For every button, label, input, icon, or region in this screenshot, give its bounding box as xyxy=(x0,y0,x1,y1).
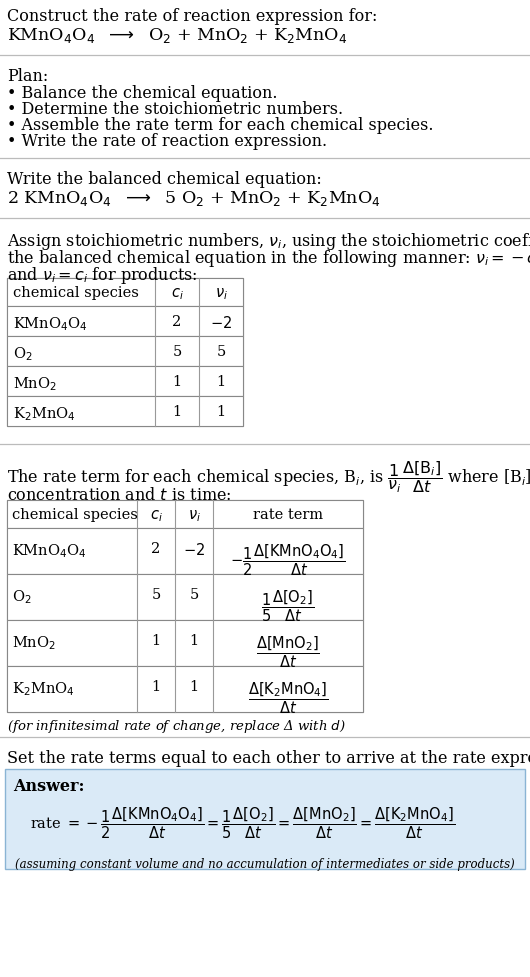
Text: rate $= -\dfrac{1}{2}\dfrac{\Delta[\mathrm{KMnO_4O_4}]}{\Delta t} = \dfrac{1}{5}: rate $= -\dfrac{1}{2}\dfrac{\Delta[\math… xyxy=(30,804,455,839)
Text: K$_2$MnO$_4$: K$_2$MnO$_4$ xyxy=(12,679,75,697)
Text: the balanced chemical equation in the following manner: $\nu_i = -c_i$ for react: the balanced chemical equation in the fo… xyxy=(7,248,530,269)
Bar xyxy=(7,666,363,712)
Text: 2 KMnO$_4$O$_4$  $\longrightarrow$  5 O$_2$ + MnO$_2$ + K$_2$MnO$_4$: 2 KMnO$_4$O$_4$ $\longrightarrow$ 5 O$_2… xyxy=(7,189,381,208)
Bar xyxy=(7,397,243,427)
Text: (assuming constant volume and no accumulation of intermediates or side products): (assuming constant volume and no accumul… xyxy=(15,857,515,871)
Text: $c_i$: $c_i$ xyxy=(149,507,162,523)
Text: 1: 1 xyxy=(216,404,226,418)
Text: Write the balanced chemical equation:: Write the balanced chemical equation: xyxy=(7,171,322,188)
Text: O$_2$: O$_2$ xyxy=(13,345,32,362)
Bar xyxy=(7,620,363,666)
Text: 2: 2 xyxy=(152,541,161,556)
Bar xyxy=(7,337,243,366)
Text: 5: 5 xyxy=(216,345,226,359)
Text: 1: 1 xyxy=(189,633,199,648)
Text: 5: 5 xyxy=(189,587,199,602)
Text: 5: 5 xyxy=(172,345,182,359)
Text: (for infinitesimal rate of change, replace Δ with $d$): (for infinitesimal rate of change, repla… xyxy=(7,717,346,735)
Text: $-2$: $-2$ xyxy=(210,315,232,330)
Text: KMnO$_4$O$_4$  $\longrightarrow$  O$_2$ + MnO$_2$ + K$_2$MnO$_4$: KMnO$_4$O$_4$ $\longrightarrow$ O$_2$ + … xyxy=(7,26,347,45)
Text: chemical species: chemical species xyxy=(12,507,138,522)
Text: Answer:: Answer: xyxy=(13,778,84,794)
Text: • Determine the stoichiometric numbers.: • Determine the stoichiometric numbers. xyxy=(7,101,343,118)
Bar xyxy=(7,278,243,427)
Text: Set the rate terms equal to each other to arrive at the rate expression:: Set the rate terms equal to each other t… xyxy=(7,749,530,766)
Text: KMnO$_4$O$_4$: KMnO$_4$O$_4$ xyxy=(12,541,86,559)
Text: and $\nu_i = c_i$ for products:: and $\nu_i = c_i$ for products: xyxy=(7,265,198,285)
Text: $-2$: $-2$ xyxy=(183,541,205,558)
Text: $\dfrac{1}{5}\dfrac{\Delta[\mathrm{O_2}]}{\Delta t}$: $\dfrac{1}{5}\dfrac{\Delta[\mathrm{O_2}]… xyxy=(261,587,315,623)
Bar xyxy=(5,769,525,870)
Text: Plan:: Plan: xyxy=(7,68,48,85)
Text: MnO$_2$: MnO$_2$ xyxy=(13,374,57,393)
Text: • Balance the chemical equation.: • Balance the chemical equation. xyxy=(7,85,278,102)
Text: • Write the rate of reaction expression.: • Write the rate of reaction expression. xyxy=(7,133,327,149)
Bar xyxy=(7,500,363,712)
Text: $\dfrac{\Delta[\mathrm{MnO_2}]}{\Delta t}$: $\dfrac{\Delta[\mathrm{MnO_2}]}{\Delta t… xyxy=(256,633,320,669)
Bar xyxy=(7,366,243,397)
Text: K$_2$MnO$_4$: K$_2$MnO$_4$ xyxy=(13,404,75,422)
Text: 1: 1 xyxy=(152,679,161,694)
Text: O$_2$: O$_2$ xyxy=(12,587,32,605)
Text: $\nu_i$: $\nu_i$ xyxy=(215,285,227,301)
Bar xyxy=(7,529,363,574)
Text: chemical species: chemical species xyxy=(13,285,139,300)
Text: $c_i$: $c_i$ xyxy=(171,285,183,301)
Text: 1: 1 xyxy=(172,374,182,389)
Bar xyxy=(7,574,363,620)
Text: 1: 1 xyxy=(172,404,182,418)
Text: 1: 1 xyxy=(189,679,199,694)
Text: The rate term for each chemical species, B$_i$, is $\dfrac{1}{\nu_i}\dfrac{\Delt: The rate term for each chemical species,… xyxy=(7,458,530,494)
Text: 5: 5 xyxy=(152,587,161,602)
Text: 2: 2 xyxy=(172,315,182,328)
Text: Assign stoichiometric numbers, $\nu_i$, using the stoichiometric coefficients, $: Assign stoichiometric numbers, $\nu_i$, … xyxy=(7,231,530,252)
Text: KMnO$_4$O$_4$: KMnO$_4$O$_4$ xyxy=(13,315,87,332)
Text: MnO$_2$: MnO$_2$ xyxy=(12,633,56,651)
Bar xyxy=(7,500,363,529)
Text: rate term: rate term xyxy=(253,507,323,522)
Text: $\nu_i$: $\nu_i$ xyxy=(188,507,200,523)
Text: 1: 1 xyxy=(216,374,226,389)
Text: Construct the rate of reaction expression for:: Construct the rate of reaction expressio… xyxy=(7,8,377,25)
Text: concentration and $t$ is time:: concentration and $t$ is time: xyxy=(7,487,232,503)
Text: 1: 1 xyxy=(152,633,161,648)
Text: $\dfrac{\Delta[\mathrm{K_2MnO_4}]}{\Delta t}$: $\dfrac{\Delta[\mathrm{K_2MnO_4}]}{\Delt… xyxy=(248,679,328,715)
Bar xyxy=(7,278,243,307)
Text: • Assemble the rate term for each chemical species.: • Assemble the rate term for each chemic… xyxy=(7,117,434,134)
Text: $-\dfrac{1}{2}\dfrac{\Delta[\mathrm{KMnO_4O_4}]}{\Delta t}$: $-\dfrac{1}{2}\dfrac{\Delta[\mathrm{KMnO… xyxy=(230,541,346,577)
Bar xyxy=(7,307,243,337)
